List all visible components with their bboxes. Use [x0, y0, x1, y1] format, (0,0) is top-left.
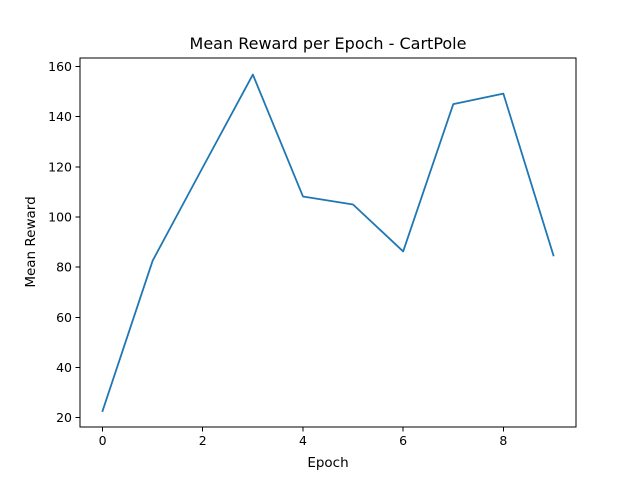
y-tick-label: 60 [56, 310, 72, 325]
y-tick-label: 160 [48, 59, 72, 74]
x-tick-label: 6 [399, 433, 407, 448]
series-line-0 [101, 73, 555, 413]
axes-frame [79, 57, 577, 428]
plot-area [79, 57, 577, 428]
x-tick-label: 4 [299, 433, 307, 448]
chart-title: Mean Reward per Epoch - CartPole [190, 34, 467, 53]
y-tick-label: 80 [56, 260, 72, 275]
y-axis-label: Mean Reward [23, 196, 39, 287]
y-tick-label: 40 [56, 360, 72, 375]
x-tick-label: 2 [199, 433, 207, 448]
x-axis-ticks: 0 2 4 6 8 [99, 427, 507, 448]
y-tick-label: 120 [48, 159, 72, 174]
x-tick-label: 8 [499, 433, 507, 448]
x-axis-label: Epoch [307, 455, 348, 471]
y-tick-label: 20 [56, 410, 72, 425]
y-tick-label: 140 [48, 109, 72, 124]
y-tick-label: 100 [48, 210, 72, 225]
y-axis-ticks: 20 40 60 80 100 120 140 160 [48, 59, 80, 425]
x-tick-label: 0 [99, 433, 107, 448]
